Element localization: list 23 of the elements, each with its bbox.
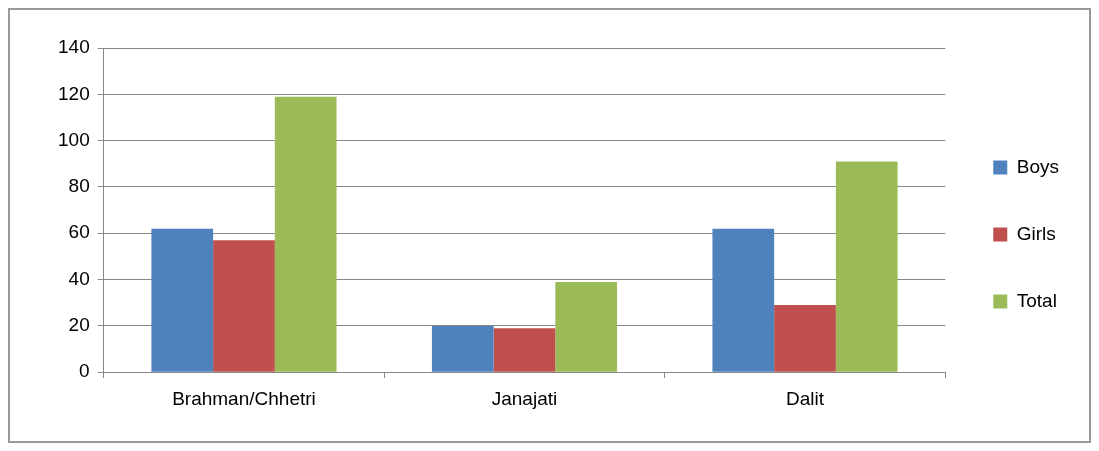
bar xyxy=(774,305,836,372)
y-tick-label: 60 xyxy=(68,221,90,243)
y-tick-label: 80 xyxy=(68,175,90,197)
bar xyxy=(274,96,337,372)
bar xyxy=(712,228,775,372)
bar xyxy=(151,228,214,372)
y-tick-label: 40 xyxy=(68,267,90,289)
legend-label: Boys xyxy=(1016,155,1060,177)
bar xyxy=(431,325,494,372)
y-tick-label: 120 xyxy=(58,82,90,104)
bar xyxy=(555,281,618,372)
legend-label: Total xyxy=(1016,289,1057,311)
bar xyxy=(835,161,898,372)
y-tick-label: 100 xyxy=(58,128,90,150)
y-tick-label: 0 xyxy=(79,360,90,382)
x-tick-label: Dalit xyxy=(785,387,825,409)
legend-label: Girls xyxy=(1016,222,1056,244)
bar xyxy=(493,328,556,372)
x-tick-label: Brahman/Chhetri xyxy=(172,387,316,409)
bar xyxy=(213,240,275,372)
y-tick-label: 140 xyxy=(58,36,90,58)
y-tick-label: 20 xyxy=(68,314,90,336)
x-tick-label: Janajati xyxy=(491,387,558,409)
